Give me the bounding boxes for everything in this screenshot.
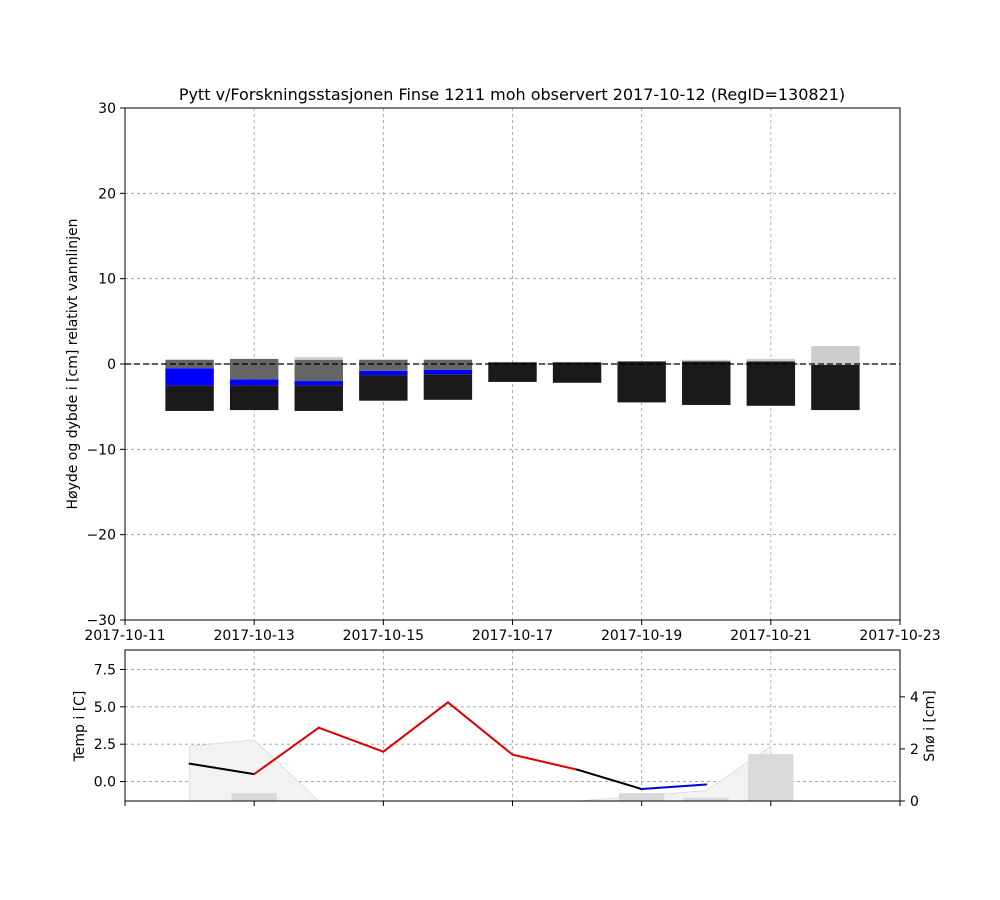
snow-bar (619, 793, 665, 801)
temperature-segment (511, 753, 579, 771)
bar-segment (359, 375, 408, 401)
bar-segment (682, 361, 731, 405)
bar-segment (359, 359, 408, 371)
x-tick-label: 2017-10-21 (730, 628, 811, 644)
temp-tick-label: 7.5 (94, 662, 116, 678)
bar-segment (294, 357, 343, 360)
main-y-axis-label: Høyde og dybde i [cm] relativt vannlinje… (65, 218, 81, 509)
bar-segment (359, 370, 408, 376)
bar-segment (423, 374, 473, 400)
bar-segment (165, 368, 214, 386)
temp-y-ticks: 0.0 2.5 5.0 7.5 (94, 662, 125, 791)
bar-segment (423, 359, 473, 370)
y-tick-label: −10 (86, 442, 116, 458)
y-tick-label: 30 (98, 101, 116, 117)
temperature-segment (317, 726, 385, 753)
snow-bar (748, 754, 794, 801)
snow-tick-label: 2 (910, 742, 919, 758)
main-y-ticks: −30 −20 −10 0 10 20 30 (86, 101, 125, 629)
temp-tick-label: 5.0 (94, 700, 116, 716)
bar-segment (811, 364, 860, 411)
bar-segment (294, 381, 343, 386)
y-tick-label: 20 (98, 186, 116, 202)
x-tick-label: 2017-10-15 (343, 628, 424, 644)
bar-segment (488, 362, 537, 382)
x-tick-label: 2017-10-19 (601, 628, 682, 644)
bar-segment (746, 358, 796, 362)
bar-segment (165, 385, 214, 411)
x-tick-label: 2017-10-13 (213, 628, 294, 644)
bar-segment (682, 359, 731, 362)
temperature-segment (640, 783, 708, 791)
temperature-segment (188, 762, 256, 776)
y-tick-label: 10 (98, 272, 116, 288)
y-tick-label: −30 (86, 613, 116, 629)
x-tick-label: 2017-10-11 (84, 628, 165, 644)
x-tick-label: 2017-10-23 (859, 628, 940, 644)
snow-tick-label: 0 (910, 794, 919, 810)
snow-y-axis-label: Snø i [cm] (922, 690, 938, 761)
temperature-segment (576, 768, 643, 791)
y-tick-label: 0 (107, 357, 116, 373)
bar-segment (229, 385, 279, 411)
main-x-ticks: 2017-10-11 2017-10-13 2017-10-15 2017-10-17… (84, 620, 941, 644)
bar-segment (746, 361, 796, 406)
bar-segment (229, 358, 279, 380)
chart-title: Pytt v/Forskningsstasjonen Finse 1211 mo… (179, 85, 845, 104)
snow-y-ticks: 0 2 4 (900, 690, 919, 810)
bar-segment (617, 361, 666, 403)
x-tick-label: 2017-10-17 (472, 628, 553, 644)
temperature-segment (253, 726, 320, 776)
snow-series (189, 739, 794, 802)
bar-segment (294, 359, 343, 382)
y-tick-label: −20 (86, 528, 116, 544)
temp-x-ticks (124, 801, 901, 806)
bar-segment (552, 362, 602, 383)
temp-tick-label: 2.5 (94, 737, 116, 753)
bar-segment (423, 369, 473, 375)
temperature-series (188, 701, 708, 791)
bar-segment (811, 346, 860, 365)
bar-segment (294, 385, 343, 411)
snow-area (189, 739, 772, 802)
snow-bar (231, 793, 277, 801)
bar-segment (229, 379, 279, 386)
snow-bar (683, 797, 729, 801)
temp-y-axis-label: Temp i [C] (72, 691, 88, 763)
temperature-segment (382, 701, 449, 753)
temp-tick-label: 0.0 (94, 775, 116, 791)
temperature-segment (446, 701, 514, 756)
snow-tick-label: 4 (910, 690, 919, 706)
